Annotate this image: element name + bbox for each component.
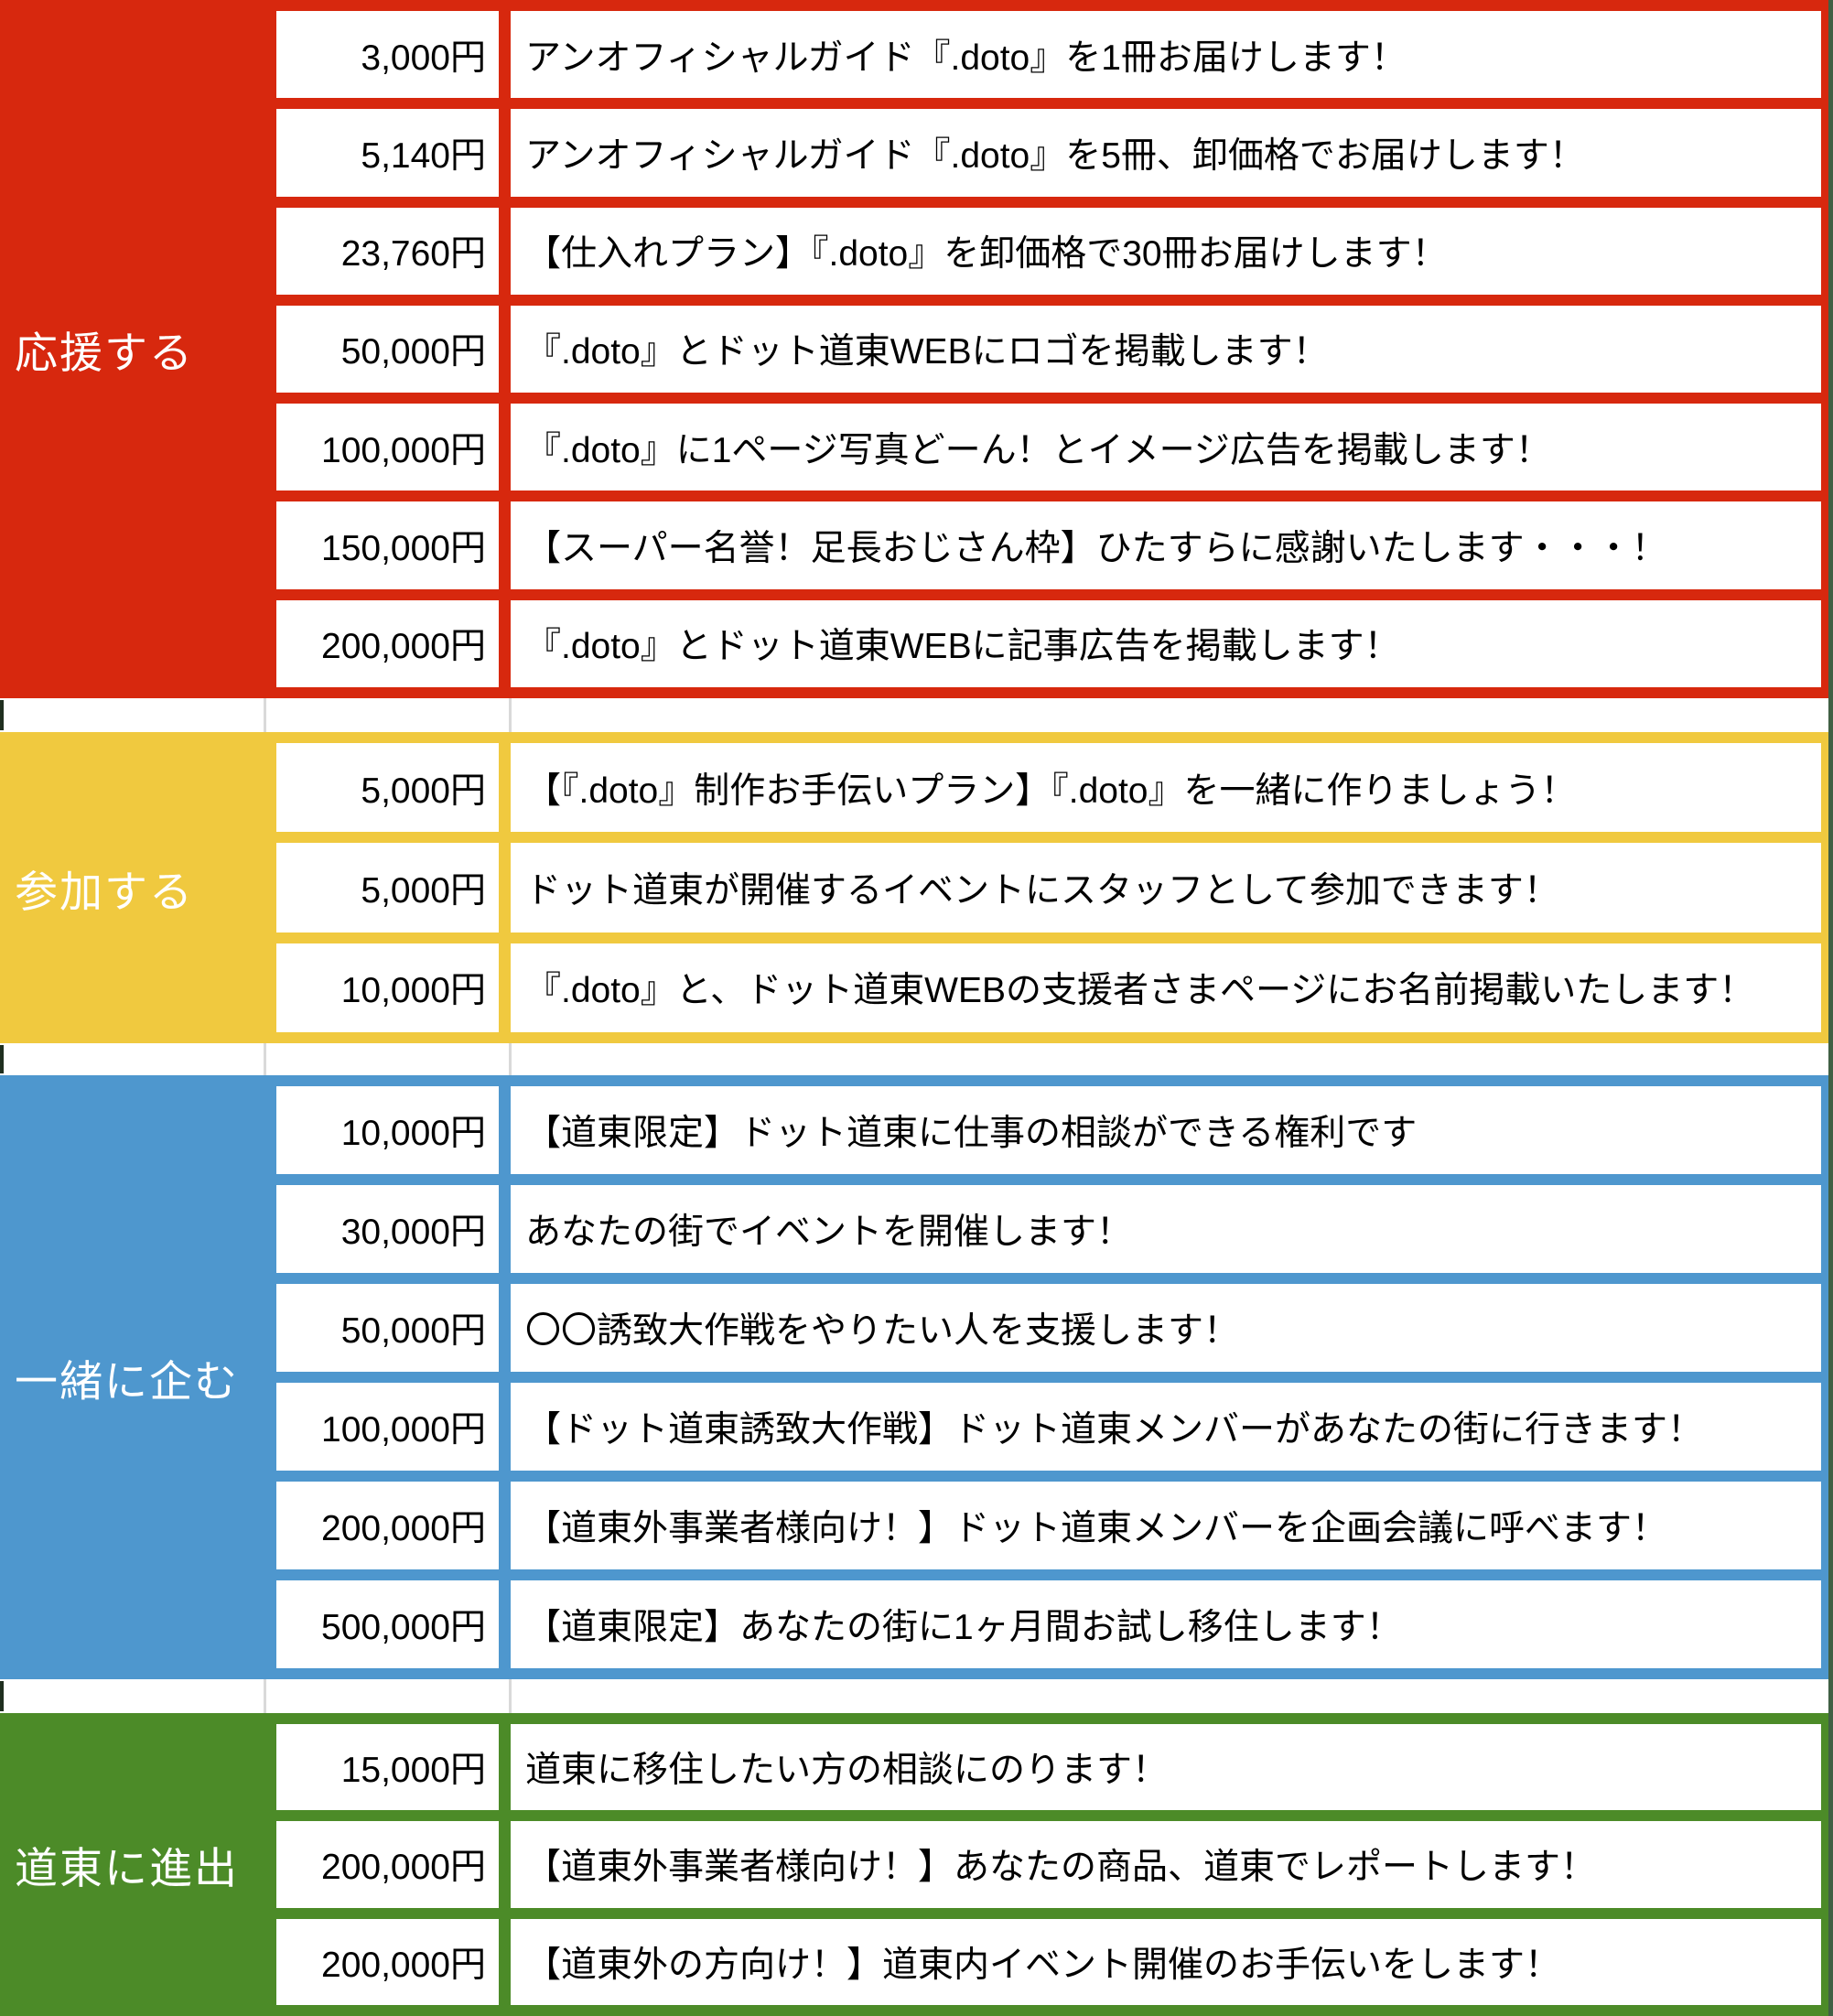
section-label: 一緒に企む	[15, 1356, 239, 1406]
price-cell[interactable]: 100,000円	[276, 404, 499, 491]
reward-row: 100,000円 【ドット道東誘致大作戦】ドット道東メンバーがあなたの街に行きます…	[276, 1383, 1821, 1471]
section-rows: 3,000円 アンオフィシャルガイド『.doto』を1冊お届けします！ 5,140円…	[265, 0, 1833, 698]
reward-row: 10,000円 【道東限定】ドット道東に仕事の相談ができる権利です	[276, 1086, 1821, 1174]
reward-row: 200,000円 【道東外事業者様向け！】ドット道東メンバーを企画会議に呼べます！	[276, 1482, 1821, 1569]
price-cell[interactable]: 10,000円	[276, 943, 499, 1032]
sheet-edge-strip	[1828, 0, 1833, 2016]
description-cell[interactable]: 【道東外事業者様向け！】ドット道東メンバーを企画会議に呼べます！	[511, 1482, 1821, 1569]
row-marker	[0, 1681, 4, 1711]
description-cell[interactable]: 『.doto』と、ドット道東WEBの支援者さまページにお名前掲載いたします！	[511, 943, 1821, 1032]
section-label-cell[interactable]: 道東に進出	[0, 1713, 265, 2016]
price-cell[interactable]: 30,000円	[276, 1185, 499, 1273]
reward-row: 23,760円 【仕入れプラン】『.doto』を卸価格で30冊お届けします！	[276, 207, 1821, 295]
section-support: 応援する 3,000円 アンオフィシャルガイド『.doto』を1冊お届けします！ 5,…	[0, 0, 1833, 698]
gridline	[509, 698, 512, 732]
price-cell[interactable]: 150,000円	[276, 501, 499, 589]
price-cell[interactable]: 500,000円	[276, 1580, 499, 1668]
section-label-cell[interactable]: 参加する	[0, 732, 265, 1043]
reward-row: 150,000円 【スーパー名誉！足長おじさん枠】ひたすらに感謝いたします・・・！	[276, 501, 1821, 589]
reward-row: 50,000円 『.doto』とドット道東WEBにロゴを掲載します！	[276, 305, 1821, 393]
price-cell[interactable]: 10,000円	[276, 1086, 499, 1174]
price-cell[interactable]: 15,000円	[276, 1724, 499, 1811]
gridline	[264, 1043, 266, 1075]
gridline	[264, 1679, 266, 1713]
gridline	[264, 698, 266, 732]
price-cell[interactable]: 5,000円	[276, 843, 499, 933]
price-cell[interactable]: 50,000円	[276, 305, 499, 393]
reward-row: 200,000円 『.doto』とドット道東WEBに記事広告を掲載します！	[276, 599, 1821, 687]
description-cell[interactable]: 【道東外事業者様向け！】あなたの商品、道東でレポートします！	[511, 1821, 1821, 1908]
reward-row: 15,000円 道東に移住したい方の相談にのります！	[276, 1724, 1821, 1811]
section-separator	[0, 698, 1833, 732]
section-separator	[0, 1679, 1833, 1713]
description-cell[interactable]: 【道東外の方向け！】道東内イベント開催のお手伝いをします！	[511, 1918, 1821, 2005]
price-cell[interactable]: 200,000円	[276, 1821, 499, 1908]
reward-row: 10,000円 『.doto』と、ドット道東WEBの支援者さまページにお名前掲載い…	[276, 943, 1821, 1032]
gridline	[509, 1679, 512, 1713]
price-cell[interactable]: 200,000円	[276, 1482, 499, 1569]
description-cell[interactable]: アンオフィシャルガイド『.doto』を5冊、卸価格でお届けします！	[511, 109, 1821, 197]
description-cell[interactable]: 『.doto』とドット道東WEBにロゴを掲載します！	[511, 305, 1821, 393]
price-cell[interactable]: 50,000円	[276, 1284, 499, 1372]
section-plot: 一緒に企む 10,000円 【道東限定】ドット道東に仕事の相談ができる権利です 30,…	[0, 1075, 1833, 1679]
reward-row: 5,140円 アンオフィシャルガイド『.doto』を5冊、卸価格でお届けします！	[276, 109, 1821, 197]
price-cell[interactable]: 200,000円	[276, 1918, 499, 2005]
price-cell[interactable]: 5,140円	[276, 109, 499, 197]
price-cell[interactable]: 200,000円	[276, 599, 499, 687]
reward-row: 50,000円 〇〇誘致大作戦をやりたい人を支援します！	[276, 1284, 1821, 1372]
reward-row: 3,000円 アンオフィシャルガイド『.doto』を1冊お届けします！	[276, 11, 1821, 99]
description-cell[interactable]: 『.doto』とドット道東WEBに記事広告を掲載します！	[511, 599, 1821, 687]
section-participate: 参加する 5,000円 【『.doto』制作お手伝いプラン】『.doto』を一緒に作…	[0, 732, 1833, 1043]
row-marker	[0, 1045, 4, 1073]
description-cell[interactable]: あなたの街でイベントを開催します！	[511, 1185, 1821, 1273]
section-label-cell[interactable]: 応援する	[0, 0, 265, 698]
section-rows: 10,000円 【道東限定】ドット道東に仕事の相談ができる権利です 30,000円あ…	[265, 1075, 1833, 1679]
description-cell[interactable]: ドット道東が開催するイベントにスタッフとして参加できます！	[511, 843, 1821, 933]
row-marker	[0, 700, 4, 730]
reward-row: 5,000円 【『.doto』制作お手伝いプラン】『.doto』を一緒に作りましょ…	[276, 743, 1821, 833]
reward-row: 100,000円 『.doto』に1ページ写真どーん！とイメージ広告を掲載します！	[276, 404, 1821, 491]
section-rows: 15,000円 道東に移住したい方の相談にのります！ 200,000円 【道東外事業者…	[265, 1713, 1833, 2016]
section-label: 道東に進出	[15, 1844, 239, 1892]
description-cell[interactable]: アンオフィシャルガイド『.doto』を1冊お届けします！	[511, 11, 1821, 99]
price-cell[interactable]: 23,760円	[276, 207, 499, 295]
description-cell[interactable]: 道東に移住したい方の相談にのります！	[511, 1724, 1821, 1811]
description-cell[interactable]: 〇〇誘致大作戦をやりたい人を支援します！	[511, 1284, 1821, 1372]
reward-row: 5,000円 ドット道東が開催するイベントにスタッフとして参加できます！	[276, 843, 1821, 933]
section-label-cell[interactable]: 一緒に企む	[0, 1075, 265, 1679]
description-cell[interactable]: 【道東限定】あなたの街に1ヶ月間お試し移住します！	[511, 1580, 1821, 1668]
section-separator	[0, 1043, 1833, 1075]
reward-row: 500,000円 【道東限定】あなたの街に1ヶ月間お試し移住します！	[276, 1580, 1821, 1668]
description-cell[interactable]: 【スーパー名誉！足長おじさん枠】ひたすらに感謝いたします・・・！	[511, 501, 1821, 589]
description-cell[interactable]: 【仕入れプラン】『.doto』を卸価格で30冊お届けします！	[511, 207, 1821, 295]
section-label: 参加する	[15, 867, 194, 916]
description-cell[interactable]: 【道東限定】ドット道東に仕事の相談ができる権利です	[511, 1086, 1821, 1174]
description-cell[interactable]: 【『.doto』制作お手伝いプラン】『.doto』を一緒に作りましょう！	[511, 743, 1821, 833]
price-cell[interactable]: 5,000円	[276, 743, 499, 833]
price-cell[interactable]: 3,000円	[276, 11, 499, 99]
section-rows: 5,000円 【『.doto』制作お手伝いプラン】『.doto』を一緒に作りましょ…	[265, 732, 1833, 1043]
section-expand: 道東に進出 15,000円 道東に移住したい方の相談にのります！ 200,000円 【道…	[0, 1713, 1833, 2016]
description-cell[interactable]: 【ドット道東誘致大作戦】ドット道東メンバーがあなたの街に行きます！	[511, 1383, 1821, 1471]
reward-row: 200,000円 【道東外の方向け！】道東内イベント開催のお手伝いをします！	[276, 1918, 1821, 2005]
description-cell[interactable]: 『.doto』に1ページ写真どーん！とイメージ広告を掲載します！	[511, 404, 1821, 491]
reward-row: 30,000円 あなたの街でイベントを開催します！	[276, 1185, 1821, 1273]
price-cell[interactable]: 100,000円	[276, 1383, 499, 1471]
gridline	[509, 1043, 512, 1075]
section-label: 応援する	[15, 329, 194, 377]
reward-row: 200,000円 【道東外事業者様向け！】あなたの商品、道東でレポートします！	[276, 1821, 1821, 1908]
